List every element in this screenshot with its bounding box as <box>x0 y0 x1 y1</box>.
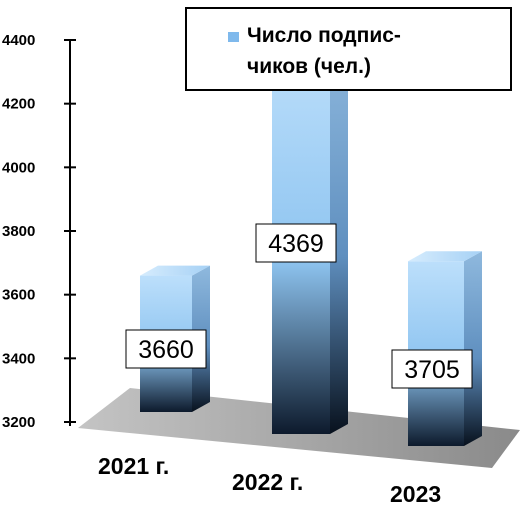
y-tick-label: 4200 <box>2 96 35 113</box>
data-label-box <box>391 349 473 389</box>
y-tick-label: 4400 <box>2 32 35 49</box>
bar-side <box>330 39 348 434</box>
data-label: 3705 <box>404 356 460 384</box>
data-label: 3660 <box>138 336 194 364</box>
category-label: 2023 <box>390 481 441 507</box>
data-label-box <box>125 329 207 369</box>
bar-top <box>140 265 210 276</box>
bar: 3705 <box>391 251 482 446</box>
bars: 3660 4369 3705 <box>125 39 482 446</box>
legend-entry-line-2: чиков (чел.) <box>247 55 371 78</box>
bar-top <box>408 251 482 262</box>
category-label: 2021 г. <box>98 453 169 479</box>
y-axis: 3200 3400 3600 3800 4000 4200 4400 <box>2 32 76 431</box>
y-tick-label: 3400 <box>2 350 35 367</box>
legend-entry-line-1: Число подпис- <box>247 24 401 47</box>
bar: 4369 <box>255 39 348 434</box>
y-tick-label: 3600 <box>2 287 35 304</box>
legend: Число подпис- чиков (чел.) <box>185 7 512 91</box>
category-label: 2022 г. <box>232 469 303 495</box>
y-tick-label: 3800 <box>2 223 35 240</box>
legend-swatch <box>228 32 239 42</box>
bar-side <box>464 251 482 446</box>
data-label: 4369 <box>268 230 324 258</box>
x-axis-labels: 2021 г. 2022 г. 2023 <box>98 453 441 507</box>
data-label-box <box>255 223 337 263</box>
y-tick-label: 3200 <box>2 414 35 431</box>
legend-box <box>185 7 512 91</box>
bar: 3660 <box>125 265 210 412</box>
y-tick-label: 4000 <box>2 159 35 176</box>
